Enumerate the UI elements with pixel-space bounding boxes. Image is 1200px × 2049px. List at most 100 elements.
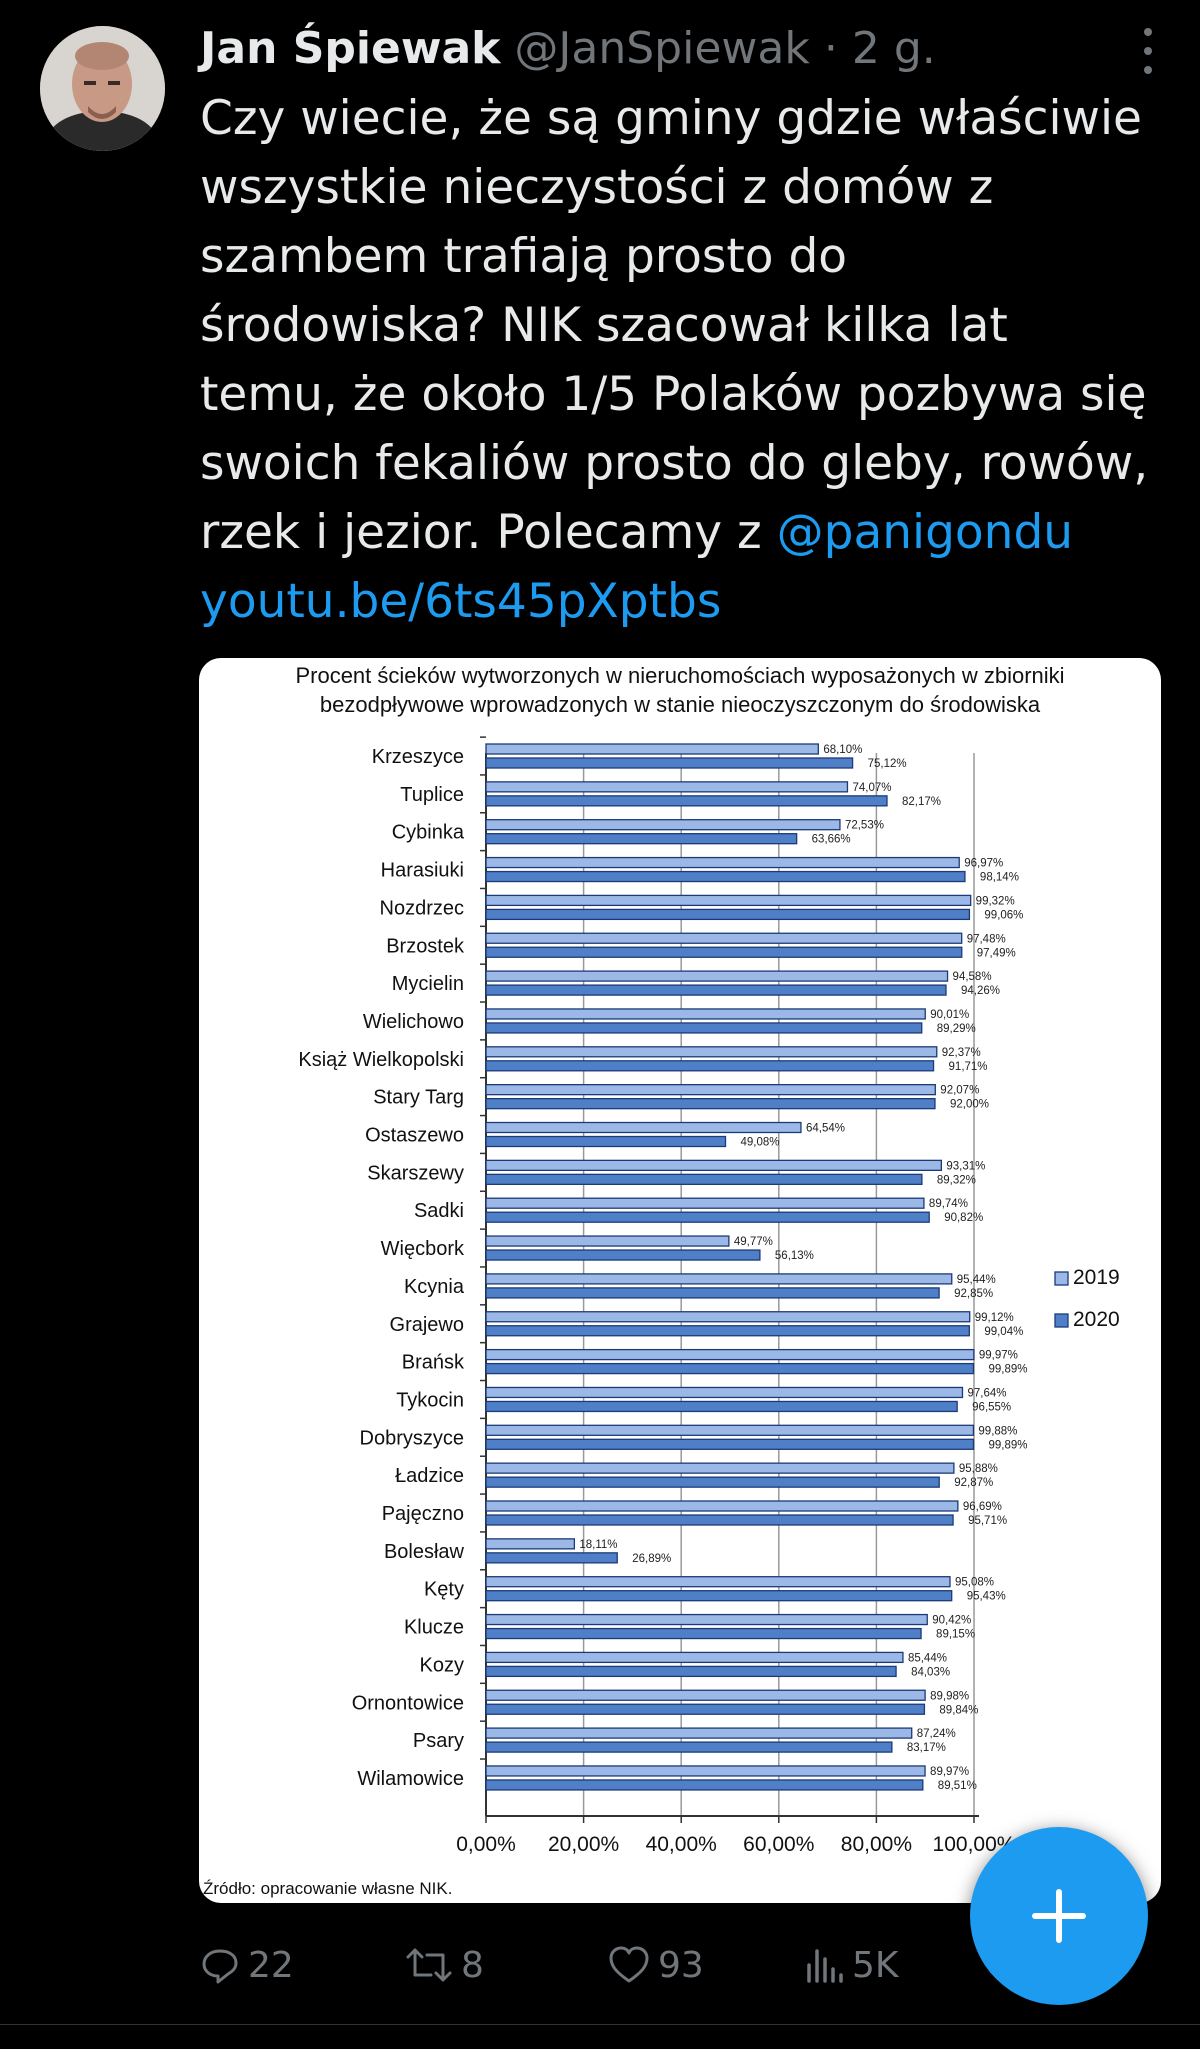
category-label: Wielichowo [363,1011,464,1033]
bar-2019 [485,1538,576,1550]
data-label: 90,82% [944,1212,983,1224]
views-button[interactable]: 5K [804,1930,899,2000]
data-label: 99,12% [975,1312,1014,1324]
x-tick-label: 20,00% [548,1833,619,1856]
data-label: 72,53% [845,820,884,832]
data-label: 97,64% [967,1387,1006,1399]
data-label: 93,31% [946,1160,985,1172]
tweet-text: Czy wiecie, że są gminy gdzie właściwie … [200,84,1170,636]
bar-2019 [485,1765,926,1777]
bar-2020 [485,1590,953,1602]
data-label: 75,12% [868,758,907,770]
bar-2019 [485,1727,913,1739]
category-label: Mycielin [392,973,464,995]
author-handle[interactable]: @JanSpiewak [514,22,810,74]
tweet-text-line: temu, że około 1/5 Polaków pozbywa się [200,367,1147,422]
category-label: Wilamowice [357,1768,464,1790]
bar-2020 [485,1022,923,1034]
data-label: 89,51% [938,1780,977,1792]
reply-button[interactable]: 22 [200,1930,294,2000]
category-label: Tuplice [400,784,464,806]
category-label: Dobryszyce [360,1427,464,1449]
bar-2019 [485,856,960,869]
tweet-header: Jan Śpiewak @JanSpiewak · 2 g. [200,18,1180,78]
data-label: 90,42% [932,1615,971,1627]
bar-2020 [485,1097,936,1110]
x-tick-label: 80,00% [841,1833,912,1856]
data-label: 97,49% [977,947,1016,959]
legend-swatch [1054,1313,1069,1328]
bar-2020 [485,1211,930,1223]
compose-icon [1032,1889,1086,1943]
data-label: 97,48% [967,933,1006,945]
bar-2019 [485,1500,959,1512]
bar-2019 [485,1273,953,1285]
data-label: 92,85% [954,1288,993,1300]
category-label: Kęty [424,1579,464,1601]
bar-2019 [485,1121,802,1134]
bar-2020 [485,1325,970,1337]
avatar[interactable] [40,26,165,151]
mention-link[interactable]: @panigondu [776,505,1074,560]
tweet-text-line: środowiska? NIK szacował kilka lat [200,298,1008,353]
bar-2019 [485,1386,964,1399]
tweet-text-line: wszystkie nieczystości z domów z [200,160,994,215]
category-label: Tykocin [396,1389,464,1411]
chart-title: Procent ścieków wytworzonych w nieruchom… [295,663,1064,688]
bar-2020 [485,833,798,845]
data-label: 99,04% [984,1326,1023,1338]
category-label: Kcynia [404,1276,465,1298]
data-label: 18,11% [579,1539,617,1551]
data-label: 49,77% [734,1236,773,1248]
author-name[interactable]: Jan Śpiewak [200,22,501,74]
category-label: Brańsk [402,1352,465,1374]
category-label: Cybinka [392,822,465,844]
bar-2019 [485,1424,975,1436]
tweet-text-line: swoich fekaliów prosto do gleby, rowów, [200,436,1149,491]
bar-2020 [485,1514,954,1526]
more-icon[interactable] [1136,28,1160,74]
retweet-icon [406,1948,452,1982]
bar-2019 [485,1576,951,1588]
data-label: 64,54% [806,1123,845,1135]
bar-2019 [485,1235,730,1247]
data-label: 99,97% [979,1350,1018,1362]
data-label: 94,58% [953,971,992,983]
data-label: 68,10% [823,744,862,756]
data-label: 92,07% [940,1085,979,1097]
category-label: Grajewo [390,1314,464,1336]
youtube-link[interactable]: youtu.be/6ts45pXptbs [200,574,722,629]
legend-label: 2019 [1073,1266,1120,1289]
bar-2019 [485,1008,926,1020]
bar-2020 [485,757,854,769]
tweet-text-line: szambem trafiają prosto do [200,229,848,284]
retweet-button[interactable]: 8 [405,1930,484,2000]
bar-2020 [485,1287,940,1299]
compose-button[interactable] [970,1827,1148,2005]
data-label: 95,43% [967,1591,1006,1603]
like-button[interactable]: 93 [608,1930,704,2000]
category-label: Psary [413,1730,464,1752]
category-label: Pajęczno [382,1503,464,1525]
data-label: 95,44% [957,1274,996,1286]
category-label: Harasiuki [381,860,464,882]
x-tick-label: 60,00% [743,1833,814,1856]
bar-2019 [485,1689,926,1701]
data-label: 82,17% [902,796,941,808]
avatar-image [40,26,165,151]
data-label: 84,03% [911,1666,950,1678]
data-label: 99,88% [978,1425,1017,1437]
category-label: Nozdrzec [380,897,464,919]
data-label: 63,66% [812,834,851,846]
data-label: 99,89% [988,1364,1027,1376]
data-label: 92,00% [950,1099,989,1111]
data-label: 98,14% [980,872,1019,884]
bar-2019 [485,819,841,831]
tweet-time[interactable]: 2 g. [851,22,936,74]
bar-2020 [485,1362,975,1375]
tweet-text-segment: rzek i jezior. Polecamy z [200,505,777,560]
data-label: 89,98% [930,1690,969,1702]
bar-2020 [485,1741,893,1753]
bar-2019 [485,1197,925,1209]
chart-image[interactable]: Procent ścieków wytworzonych w nieruchom… [199,658,1161,1903]
